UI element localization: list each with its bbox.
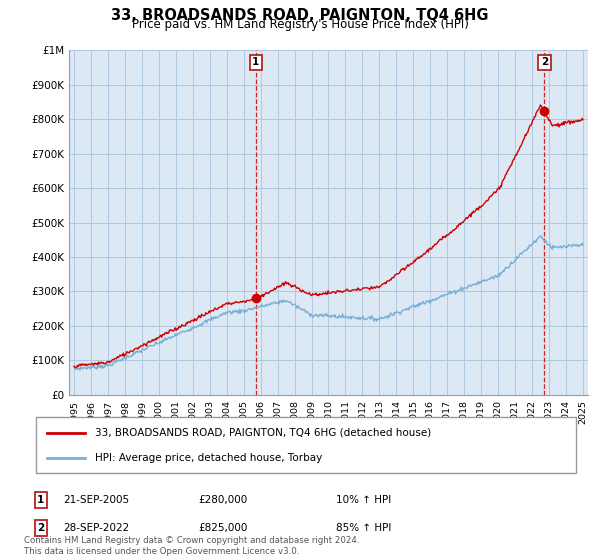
Text: 33, BROADSANDS ROAD, PAIGNTON, TQ4 6HG: 33, BROADSANDS ROAD, PAIGNTON, TQ4 6HG [111,8,489,24]
Text: £280,000: £280,000 [198,495,247,505]
Text: Price paid vs. HM Land Registry's House Price Index (HPI): Price paid vs. HM Land Registry's House … [131,18,469,31]
FancyBboxPatch shape [36,417,576,473]
Text: 33, BROADSANDS ROAD, PAIGNTON, TQ4 6HG (detached house): 33, BROADSANDS ROAD, PAIGNTON, TQ4 6HG (… [95,428,431,438]
Text: 28-SEP-2022: 28-SEP-2022 [63,523,129,533]
Text: 85% ↑ HPI: 85% ↑ HPI [336,523,391,533]
Text: 10% ↑ HPI: 10% ↑ HPI [336,495,391,505]
Text: 2: 2 [37,523,44,533]
Text: 21-SEP-2005: 21-SEP-2005 [63,495,129,505]
Text: HPI: Average price, detached house, Torbay: HPI: Average price, detached house, Torb… [95,452,323,463]
Text: 1: 1 [252,57,260,67]
Text: 1: 1 [37,495,44,505]
Text: Contains HM Land Registry data © Crown copyright and database right 2024.
This d: Contains HM Land Registry data © Crown c… [24,536,359,556]
Text: 2: 2 [541,57,548,67]
Text: £825,000: £825,000 [198,523,247,533]
